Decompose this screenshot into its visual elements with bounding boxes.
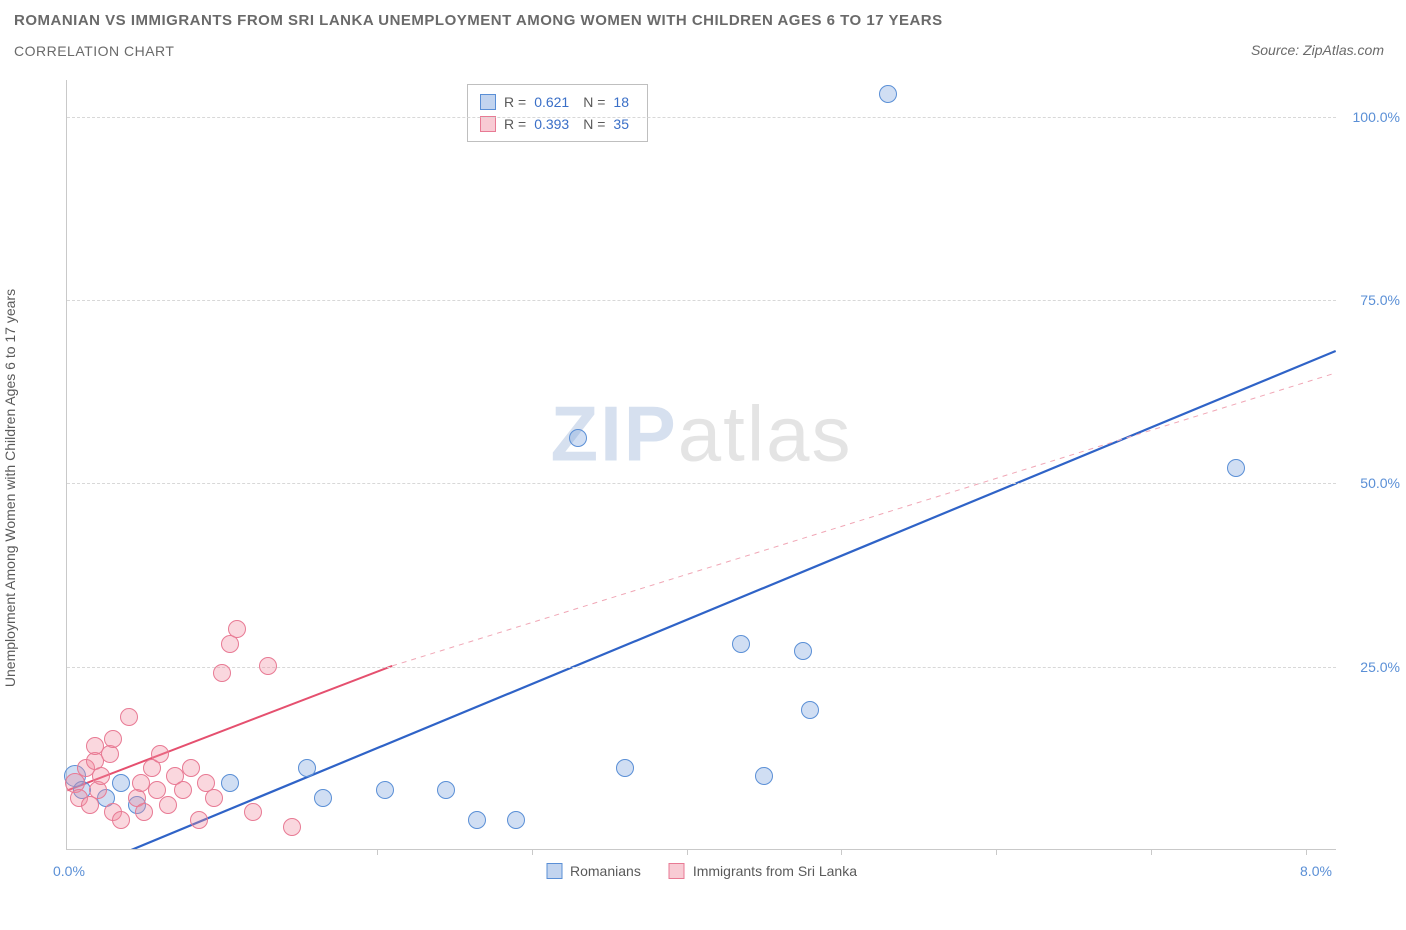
y-tick-label: 75.0% (1344, 292, 1400, 308)
data-point (92, 767, 110, 785)
correlation-legend: R =0.621N =18R =0.393N =35 (467, 84, 648, 142)
legend-row: R = 0.621 N = 18 (480, 91, 635, 113)
r-value: 0.621 (534, 91, 569, 113)
y-tick-label: 50.0% (1344, 475, 1400, 491)
y-tick-label: 25.0% (1344, 659, 1400, 675)
y-tick-label: 100.0% (1344, 109, 1400, 125)
data-point (112, 774, 130, 792)
series-legend: Romanians Immigrants from Sri Lanka (546, 863, 857, 879)
data-point (221, 774, 239, 792)
data-point (507, 811, 525, 829)
legend-swatch (480, 116, 496, 132)
x-tick-label: 0.0% (53, 863, 85, 879)
data-point (283, 818, 301, 836)
y-axis-label: Unemployment Among Women with Children A… (2, 289, 18, 687)
x-tick (841, 849, 842, 855)
watermark: ZIPatlas (550, 388, 852, 479)
legend-label: Immigrants from Sri Lanka (693, 863, 857, 879)
watermark-part2: atlas (678, 389, 853, 477)
data-point (569, 429, 587, 447)
data-point (174, 781, 192, 799)
data-point (298, 759, 316, 777)
trend-lines (67, 80, 1336, 849)
x-tick (377, 849, 378, 855)
legend-label: Romanians (570, 863, 641, 879)
data-point (794, 642, 812, 660)
chart-subtitle: CORRELATION CHART (14, 43, 943, 59)
x-tick (687, 849, 688, 855)
chart-title: ROMANIAN VS IMMIGRANTS FROM SRI LANKA UN… (14, 12, 943, 29)
gridline (67, 667, 1336, 668)
chart-area: Unemployment Among Women with Children A… (46, 80, 1386, 880)
gridline (67, 117, 1336, 118)
data-point (468, 811, 486, 829)
n-label: N = (583, 91, 605, 113)
data-point (801, 701, 819, 719)
data-point (437, 781, 455, 799)
data-point (205, 789, 223, 807)
data-point (376, 781, 394, 799)
data-point (259, 657, 277, 675)
data-point (112, 811, 130, 829)
chart-title-block: ROMANIAN VS IMMIGRANTS FROM SRI LANKA UN… (14, 12, 943, 59)
gridline (67, 483, 1336, 484)
n-value: 18 (613, 91, 629, 113)
x-tick (532, 849, 533, 855)
data-point (244, 803, 262, 821)
x-tick (996, 849, 997, 855)
data-point (1227, 459, 1245, 477)
data-point (104, 730, 122, 748)
x-tick (1306, 849, 1307, 855)
data-point (151, 745, 169, 763)
data-point (314, 789, 332, 807)
data-point (135, 803, 153, 821)
data-point (228, 620, 246, 638)
gridline (67, 300, 1336, 301)
data-point (159, 796, 177, 814)
data-point (182, 759, 200, 777)
data-point (213, 664, 231, 682)
data-point (879, 85, 897, 103)
legend-swatch (669, 863, 685, 879)
legend-swatch (480, 94, 496, 110)
data-point (120, 708, 138, 726)
source-attribution: Source: ZipAtlas.com (1251, 42, 1384, 58)
legend-swatch (546, 863, 562, 879)
x-tick-label: 8.0% (1300, 863, 1332, 879)
data-point (732, 635, 750, 653)
data-point (616, 759, 634, 777)
legend-item: Immigrants from Sri Lanka (669, 863, 857, 879)
data-point (755, 767, 773, 785)
r-label: R = (504, 91, 526, 113)
x-tick (1151, 849, 1152, 855)
data-point (190, 811, 208, 829)
legend-item: Romanians (546, 863, 641, 879)
scatter-plot: ZIPatlas R =0.621N =18R =0.393N =35 Roma… (66, 80, 1336, 850)
